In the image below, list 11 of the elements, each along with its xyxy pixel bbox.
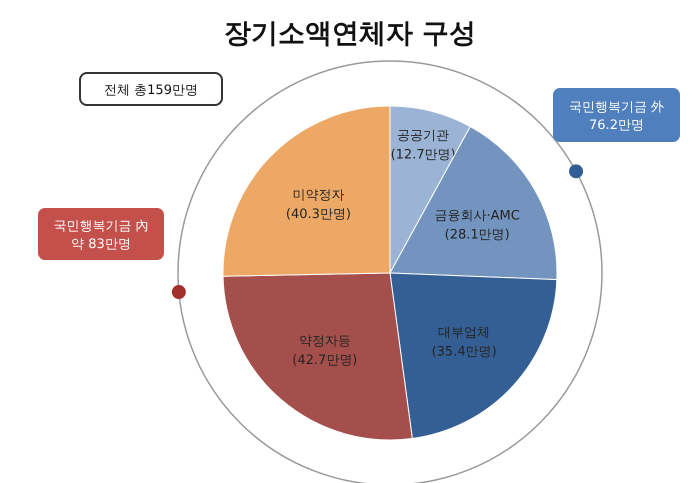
- data-label: (12.7만명): [390, 148, 456, 163]
- chart-title: 장기소액연체자 구성: [224, 18, 476, 49]
- data-label: (40.3만명): [286, 206, 351, 222]
- slice-label: 공공기관: [397, 128, 450, 144]
- data-label: (28.1만명): [444, 228, 510, 243]
- data-label: (35.4만명): [432, 344, 497, 360]
- slice-label: 금융회사·AMC: [434, 208, 520, 224]
- slice-label: 미약정자: [292, 188, 344, 203]
- slice-label: 약정자등: [298, 334, 351, 350]
- slice-label: 대부업체: [438, 325, 490, 340]
- data-label: (42.7만명): [292, 353, 358, 368]
